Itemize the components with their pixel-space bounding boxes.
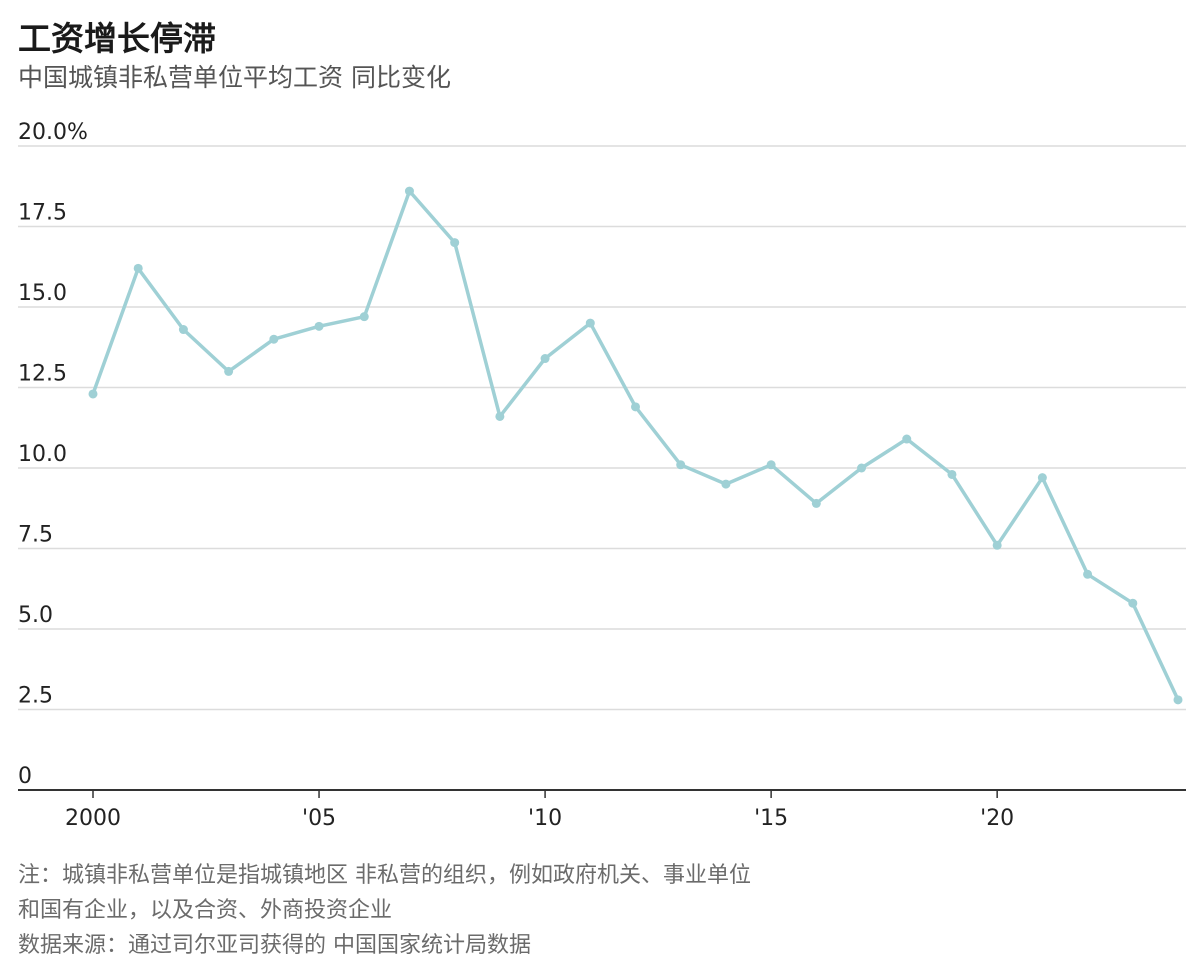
data-point (269, 334, 279, 344)
data-point (766, 460, 776, 470)
x-tick-label: '20 (980, 806, 1014, 831)
data-point (404, 186, 414, 196)
data-point (178, 325, 188, 335)
series-line (91, 189, 1180, 702)
note-line-1: 注：城镇非私营单位是指城镇地区 非私营的组织，例如政府机关、事业单位 (18, 863, 751, 888)
chart-title: 工资增长停滞 (18, 19, 216, 58)
data-point (585, 318, 595, 328)
data-point (450, 238, 460, 248)
data-point (902, 434, 912, 444)
y-tick-label: 2.5 (18, 684, 53, 709)
data-point (811, 498, 821, 508)
line-chart: 0 2.5 5.0 7.5 10.0 12.5 15.0 17.5 20.0% 2000 '05 '… (18, 120, 1186, 831)
data-point (224, 366, 234, 376)
note-line-2: 和国有企业，以及合资、外商投资企业 (18, 898, 393, 923)
data-point (540, 354, 550, 364)
source-line: 数据来源：通过司尔亚司获得的 中国国家统计局数据 (18, 933, 531, 958)
data-point (947, 469, 957, 479)
y-tick-label: 12.5 (18, 362, 67, 387)
data-point (721, 479, 731, 489)
series-wage-growth (88, 186, 1183, 705)
y-tick-label: 15.0 (18, 281, 67, 306)
y-tick-label: 17.5 (18, 201, 67, 226)
data-point (88, 389, 98, 399)
y-tick-label: 5.0 (18, 603, 53, 628)
data-point (857, 463, 867, 473)
data-point (1173, 695, 1183, 705)
data-point (676, 460, 686, 470)
data-point (1083, 569, 1093, 579)
data-point (631, 402, 640, 412)
data-point (133, 263, 143, 273)
data-point (1037, 473, 1047, 483)
y-tick-label: 10.0 (18, 442, 67, 467)
data-point (1128, 598, 1138, 608)
x-tick-label: 2000 (65, 806, 121, 831)
x-axis: 2000 '05 '10 '15 '20 (18, 789, 1186, 831)
data-point (359, 312, 369, 322)
y-tick-label: 20.0% (18, 120, 88, 145)
data-point (314, 321, 324, 331)
data-point (992, 540, 1002, 550)
y-axis-tick-labels: 0 2.5 5.0 7.5 10.0 12.5 15.0 17.5 20.0% (18, 120, 88, 789)
footnotes: 注：城镇非私营单位是指城镇地区 非私营的组织，例如政府机关、事业单位 和国有企业… (18, 858, 751, 963)
x-tick-label: '05 (302, 806, 336, 831)
data-point (495, 411, 505, 421)
y-tick-label: 0 (18, 764, 32, 789)
gridlines (18, 145, 1186, 711)
x-tick-label: '15 (754, 806, 788, 831)
chart-subtitle: 中国城镇非私营单位平均工资 同比变化 (18, 63, 451, 92)
x-tick-label: '10 (528, 806, 562, 831)
y-tick-label: 7.5 (18, 523, 53, 548)
